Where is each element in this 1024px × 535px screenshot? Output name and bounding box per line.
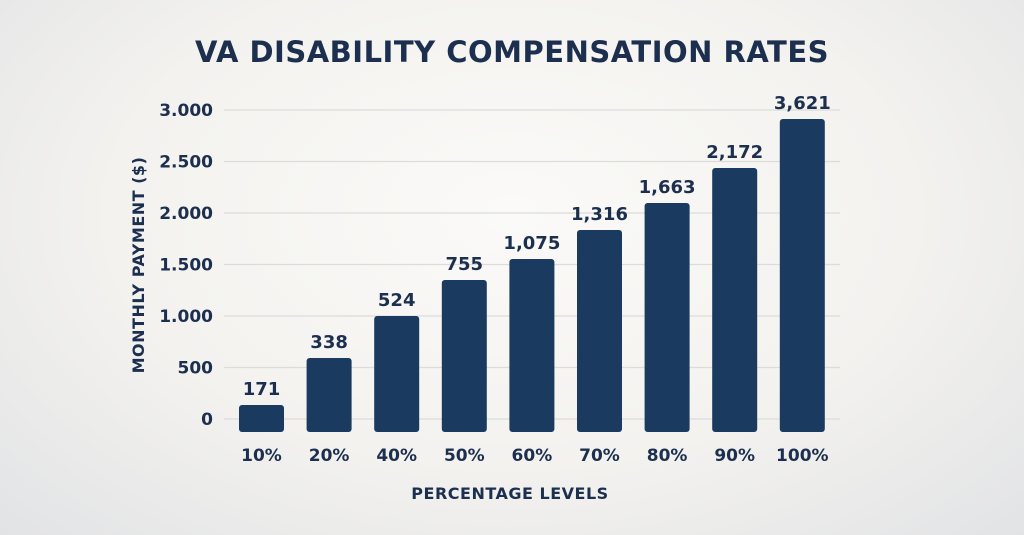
data-label: 1,075 — [503, 233, 560, 254]
bar — [644, 203, 690, 432]
bar — [509, 259, 555, 432]
x-tick-label: 40% — [376, 446, 417, 466]
data-label: 1,663 — [639, 177, 696, 198]
bar — [306, 358, 352, 432]
x-tick-label: 20% — [309, 446, 350, 466]
x-tick-label: 80% — [647, 446, 688, 466]
data-label: 1,316 — [571, 204, 628, 225]
data-label: 338 — [310, 332, 348, 353]
x-tick-label: 50% — [444, 446, 485, 466]
bar — [577, 229, 622, 432]
x-tick-label: 60% — [512, 446, 553, 466]
y-tick-label: 0 — [201, 410, 213, 430]
y-tick-label: 1.000 — [159, 307, 213, 327]
x-axis-label: PERCENTAGE LEVELS — [411, 484, 608, 503]
data-label: 2,172 — [706, 142, 763, 163]
x-tick-label: 70% — [579, 446, 620, 466]
x-tick-label: 100% — [776, 446, 829, 466]
data-label: 524 — [378, 290, 416, 311]
data-label: 755 — [446, 254, 484, 275]
y-tick-label: 2.000 — [159, 204, 213, 224]
y-tick-label: 3.000 — [159, 101, 213, 121]
bar — [779, 118, 825, 432]
bar — [712, 167, 758, 432]
data-label: 3,621 — [774, 93, 831, 114]
y-axis-label: MONTHLY PAYMENT ($) — [129, 157, 148, 374]
y-tick-label: 1.500 — [159, 256, 213, 276]
y-tick-label: 500 — [178, 359, 214, 379]
chart-title: VA DISABILITY COMPENSATION RATES — [195, 35, 829, 69]
x-tick-label: 90% — [714, 446, 755, 466]
bar — [374, 316, 420, 432]
x-tick-label: 10% — [241, 446, 282, 466]
bar — [239, 404, 284, 432]
data-label: 171 — [243, 379, 281, 400]
bar — [441, 279, 487, 432]
y-tick-label: 2.500 — [159, 153, 213, 173]
